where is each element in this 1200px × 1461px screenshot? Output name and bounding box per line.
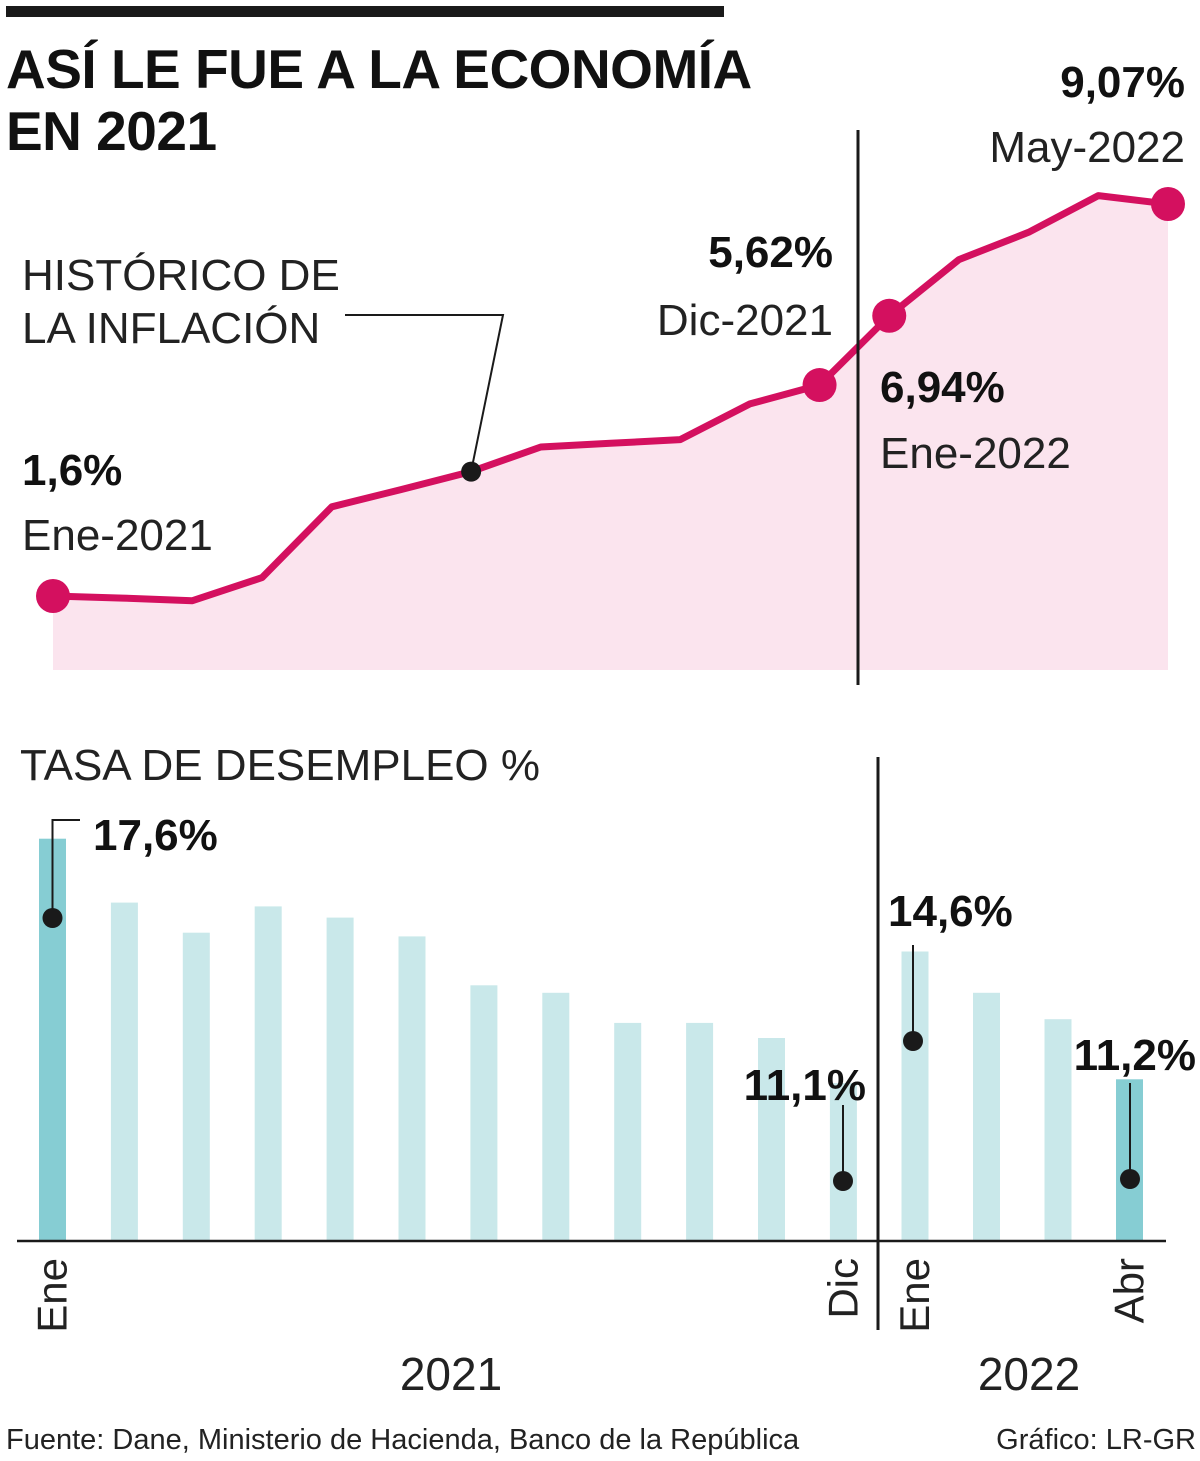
unemployment-value-label: 17,6% (93, 811, 218, 860)
inflation-title-pointer-dot (461, 461, 482, 482)
footer-source: Fuente: Dane, Ministerio de Hacienda, Ba… (6, 1424, 800, 1456)
unemployment-bar-oct (686, 1022, 714, 1241)
inflation-date-label: Dic-2021 (657, 296, 833, 345)
unemployment-value-label: 11,2% (1074, 1031, 1196, 1080)
unemployment-year-label-2021: 2021 (400, 1348, 502, 1400)
unemployment-year-label-2022: 2022 (978, 1348, 1080, 1400)
unemployment-callout-dot (903, 1031, 923, 1051)
unemployment-tick-label: Ene (891, 1258, 938, 1333)
inflation-area (53, 195, 1168, 670)
unemployment-bar-may (326, 917, 354, 1241)
inflation-value-label: 5,62% (708, 228, 833, 277)
unemployment-bar-jun (398, 936, 426, 1241)
unemployment-value-label: 14,6% (888, 887, 1013, 936)
unemployment-tick-label: Dic (819, 1258, 866, 1319)
unemployment-callout-dot (42, 908, 63, 928)
inflation-point-ene-2022 (872, 298, 907, 333)
unemployment-bar-sep (614, 1022, 642, 1241)
unemployment-value-label: 11,1% (744, 1061, 866, 1110)
inflation-point-ene-2021 (36, 579, 70, 613)
inflation-date-label: Ene-2021 (22, 511, 213, 560)
unemployment-bar-ene (901, 951, 929, 1241)
unemployment-callout-line (51, 819, 80, 918)
inflation-value-label: 6,94% (880, 363, 1005, 412)
inflation-point-may-2022 (1151, 187, 1185, 221)
unemployment-bar-ago (542, 992, 570, 1241)
inflation-date-label: May-2022 (989, 123, 1185, 172)
page-title: ASÍ LE FUE A LA ECONOMÍA EN 2021 (6, 38, 752, 162)
unemployment-bar-nov (758, 1038, 785, 1241)
inflation-title-line-2: LA INFLACIÓN (22, 304, 320, 353)
title-line-1: ASÍ LE FUE A LA ECONOMÍA (6, 38, 752, 100)
top-rule (6, 6, 724, 17)
footer-credit: Gráfico: LR-GR (996, 1424, 1196, 1456)
unemployment-tick-label: Abr (1106, 1258, 1153, 1323)
inflation-date-label: Ene-2022 (880, 429, 1071, 478)
unemployment-tick-label: Ene (29, 1258, 76, 1333)
unemployment-title: TASA DE DESEMPLEO % (20, 741, 540, 790)
unemployment-bar-mar (182, 932, 210, 1241)
unemployment-bar-feb (973, 992, 1000, 1241)
title-line-2: EN 2021 (6, 100, 217, 162)
inflation-line (49, 192, 1172, 605)
inflation-title-pointer (345, 314, 505, 472)
inflation-value-label: 9,07% (1060, 58, 1185, 107)
inflation-value-label: 1,6% (22, 446, 122, 495)
unemployment-bar-mar (1044, 1019, 1072, 1241)
unemployment-bar-feb (110, 902, 138, 1241)
unemployment-bar-jul (470, 985, 498, 1241)
unemployment-callout-dot (833, 1171, 853, 1191)
inflation-point-dic-2021 (802, 368, 837, 403)
unemployment-bar-abr (254, 906, 282, 1241)
inflation-title-line-1: HISTÓRICO DE (22, 251, 340, 300)
unemployment-callout-dot (1120, 1169, 1140, 1189)
unemployment-chart: TASA DE DESEMPLEO % 17,6% 11,1% 14,6% 11,2% E… (17, 741, 1196, 1400)
